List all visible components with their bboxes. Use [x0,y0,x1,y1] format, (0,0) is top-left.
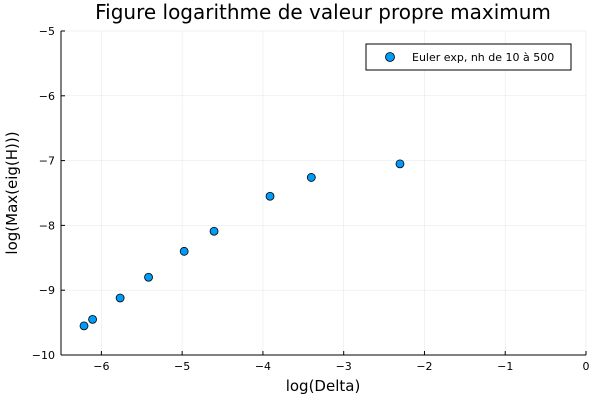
data-point [179,246,189,256]
data-point [306,173,316,182]
y-axis-title: log(Max(eig(H))) [3,131,21,254]
data-point [209,226,219,236]
chart-title: Figure logarithme de valeur propre maxim… [95,0,551,24]
y-tick-label: −10 [32,349,55,362]
y-tick-label: −9 [39,284,55,297]
data-point [79,321,89,331]
x-tick-label: −5 [174,360,190,373]
x-tick-label: −1 [497,360,513,373]
data-points [79,159,405,331]
tick-labels: −6 −5 −4 −3 −2 −1 0−10−9−8−7−6−5 [32,25,590,373]
x-axis-title: log(Delta) [286,377,361,395]
y-tick-label: −8 [39,219,55,232]
x-tick-label: 0 [583,360,590,373]
data-point [88,314,97,324]
legend-box [365,43,572,71]
data-point [265,191,275,201]
data-point [395,159,405,169]
data-point [144,272,153,282]
legend: Euler exp, nh de 10 à 500 [365,43,572,71]
axes [60,30,587,356]
x-tick-label: −4 [255,360,271,373]
x-tick-label: −3 [336,360,352,373]
y-tick-label: −7 [39,155,55,168]
legend-label: Euler exp, nh de 10 à 500 [412,51,554,64]
x-tick-label: −6 [93,360,109,373]
data-point [115,293,125,303]
y-tick-label: −5 [39,25,55,38]
y-tick-label: −6 [39,90,55,103]
x-tick-label: −2 [416,360,432,373]
legend-marker [385,52,395,62]
